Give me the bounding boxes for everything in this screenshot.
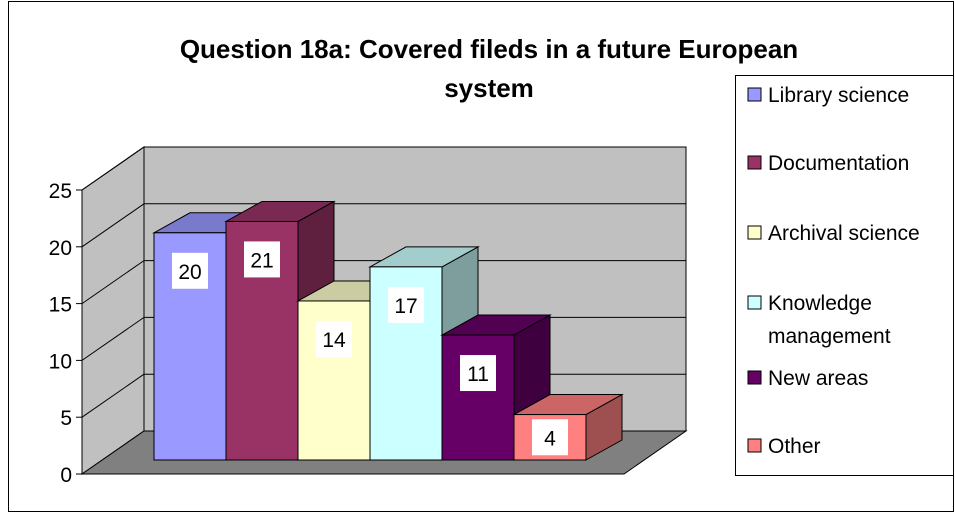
- data-label-box: [172, 252, 208, 289]
- data-label-box: [244, 241, 280, 278]
- legend-item: New areas: [747, 367, 868, 390]
- legend-swatch: [747, 438, 762, 453]
- y-tick-label: 25: [49, 180, 72, 203]
- legend-item: Library science: [747, 84, 909, 107]
- y-tick-label: 15: [49, 294, 72, 317]
- side-wall: [81, 146, 145, 475]
- data-label: 4: [544, 427, 556, 450]
- y-tick-label: 5: [60, 407, 72, 430]
- legend-swatch: [747, 370, 762, 385]
- legend-label: New areas: [768, 367, 868, 390]
- data-label-box: [532, 419, 568, 456]
- legend-label: management: [768, 325, 891, 348]
- value-axis: 0 5 10 15 20 25: [49, 180, 624, 487]
- legend-label: Documentation: [768, 152, 909, 175]
- data-label-box: [388, 286, 424, 323]
- data-label: 17: [394, 295, 417, 318]
- y-tick-label: 20: [49, 237, 72, 260]
- chart-title-line-2: system: [444, 73, 534, 103]
- legend-label: Library science: [768, 84, 909, 107]
- gridline-side: [81, 316, 145, 361]
- data-label: 11: [467, 363, 489, 386]
- data-label: 21: [250, 249, 273, 272]
- legend-item: Other: [747, 435, 821, 458]
- legend-item: Documentation: [747, 152, 909, 175]
- data-label: 14: [322, 329, 346, 352]
- legend-swatch: [747, 155, 762, 170]
- gridline-side: [81, 203, 145, 248]
- legend-label: Knowledge: [768, 292, 872, 315]
- legend-item: Archival science: [747, 222, 920, 245]
- legend: Library science Documentation Archival sci…: [747, 84, 920, 458]
- legend-swatch: [747, 225, 762, 240]
- data-label-box: [460, 355, 496, 392]
- gridline-side: [81, 260, 145, 305]
- gridline-side: [81, 373, 145, 418]
- legend-item: Knowledge management: [747, 292, 891, 348]
- legend-label: Other: [768, 435, 821, 458]
- gridline-side: [81, 146, 145, 191]
- bars: 20 21 14 17 11 4: [152, 200, 624, 461]
- data-label: 20: [178, 261, 201, 284]
- legend-box: [735, 75, 954, 476]
- bar-front-face: [441, 334, 515, 461]
- legend-swatch: [747, 295, 762, 310]
- chart-title-line-1: Question 18a: Covered fileds in a future…: [180, 34, 798, 64]
- y-tick-label: 0: [60, 464, 72, 487]
- y-tick-label: 10: [49, 350, 72, 373]
- data-label-box: [316, 320, 352, 357]
- legend-swatch: [747, 87, 762, 102]
- bar: 4: [512, 393, 624, 461]
- legend-label: Archival science: [768, 222, 920, 245]
